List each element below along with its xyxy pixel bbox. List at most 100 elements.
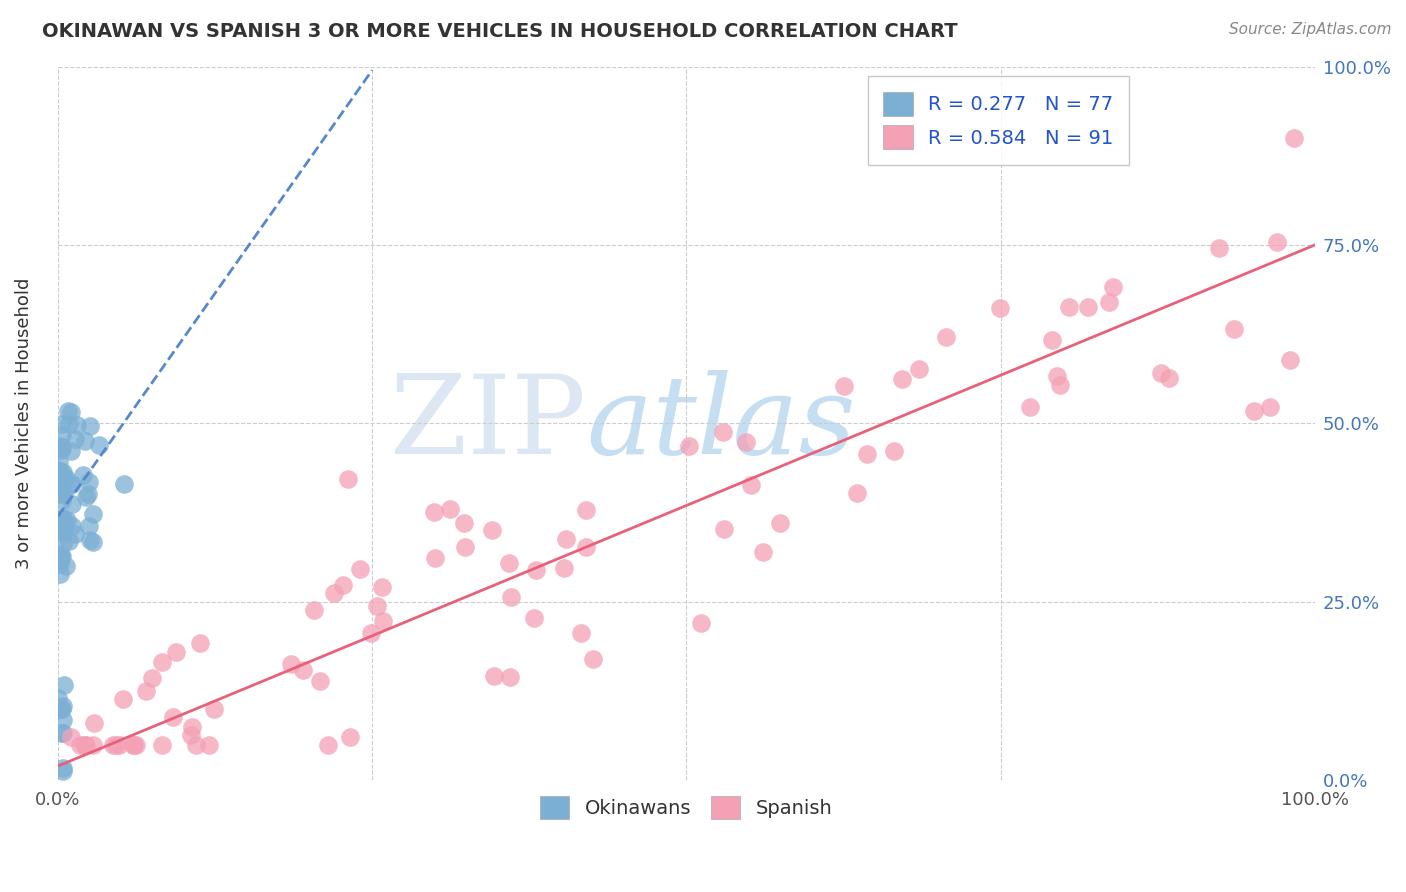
Point [60, 497, 83, 511]
Point [52, 698, 75, 713]
Point [713, 523, 735, 537]
Point [114, 476, 136, 491]
Point [59, 405, 82, 419]
Point [499, 670, 522, 684]
Y-axis label: 3 or more Vehicles in Household: 3 or more Vehicles in Household [15, 277, 32, 569]
Point [366, 599, 388, 614]
Point [740, 478, 762, 492]
Point [49, 702, 72, 716]
Point [291, 663, 314, 677]
Point [481, 523, 503, 537]
Point [498, 557, 520, 571]
Point [48, 691, 70, 706]
Point [51, 465, 73, 479]
Point [55, 470, 77, 484]
Point [49, 547, 72, 561]
Point [1059, 301, 1081, 315]
Point [165, 645, 187, 659]
Point [1049, 378, 1071, 392]
Point [524, 563, 547, 577]
Point [51, 524, 73, 538]
Point [988, 301, 1011, 316]
Point [180, 728, 202, 742]
Point [51, 549, 73, 564]
Text: Source: ZipAtlas.com: Source: ZipAtlas.com [1229, 22, 1392, 37]
Point [52, 517, 75, 532]
Point [49, 511, 72, 525]
Point [60, 518, 83, 533]
Point [734, 434, 756, 449]
Point [82, 738, 104, 752]
Point [60, 444, 83, 458]
Point [1208, 241, 1230, 255]
Point [49, 549, 72, 564]
Point [1159, 370, 1181, 384]
Point [499, 590, 522, 604]
Point [51, 702, 73, 716]
Point [856, 446, 879, 460]
Point [1102, 280, 1125, 294]
Point [104, 738, 127, 752]
Point [63, 433, 86, 447]
Point [371, 580, 394, 594]
Point [49, 524, 72, 538]
Point [190, 636, 212, 650]
Point [49, 483, 72, 497]
Point [125, 738, 148, 752]
Point [453, 516, 475, 531]
Point [52, 525, 75, 540]
Point [56, 513, 79, 527]
Point [150, 738, 173, 752]
Point [1284, 130, 1306, 145]
Point [77, 475, 100, 489]
Point [49, 566, 72, 581]
Point [52, 678, 75, 692]
Point [150, 655, 173, 669]
Point [198, 738, 221, 752]
Point [49, 517, 72, 532]
Point [52, 764, 75, 779]
Point [49, 469, 72, 483]
Point [58, 404, 80, 418]
Point [555, 532, 578, 546]
Point [202, 702, 225, 716]
Point [336, 472, 359, 486]
Point [122, 738, 145, 752]
Point [135, 683, 157, 698]
Point [1258, 400, 1281, 414]
Point [51, 468, 73, 483]
Point [316, 738, 339, 752]
Point [51, 441, 73, 455]
Point [72, 467, 94, 482]
Point [49, 557, 72, 571]
Point [575, 540, 598, 554]
Point [77, 487, 100, 501]
Point [51, 549, 73, 563]
Point [1046, 369, 1069, 384]
Point [689, 616, 711, 631]
Point [371, 615, 394, 629]
Point [751, 545, 773, 559]
Point [82, 507, 104, 521]
Point [60, 730, 83, 744]
Point [79, 533, 101, 547]
Point [907, 362, 929, 376]
Point [75, 738, 97, 752]
Point [51, 465, 73, 479]
Point [52, 520, 75, 534]
Point [141, 671, 163, 685]
Point [162, 710, 184, 724]
Point [349, 561, 371, 575]
Point [49, 486, 72, 500]
Point [49, 517, 72, 532]
Point [1077, 301, 1099, 315]
Point [582, 651, 605, 665]
Point [63, 526, 86, 541]
Point [83, 716, 105, 731]
Point [52, 487, 75, 501]
Point [1243, 404, 1265, 418]
Point [360, 626, 382, 640]
Point [339, 730, 361, 744]
Point [75, 738, 97, 752]
Point [522, 610, 544, 624]
